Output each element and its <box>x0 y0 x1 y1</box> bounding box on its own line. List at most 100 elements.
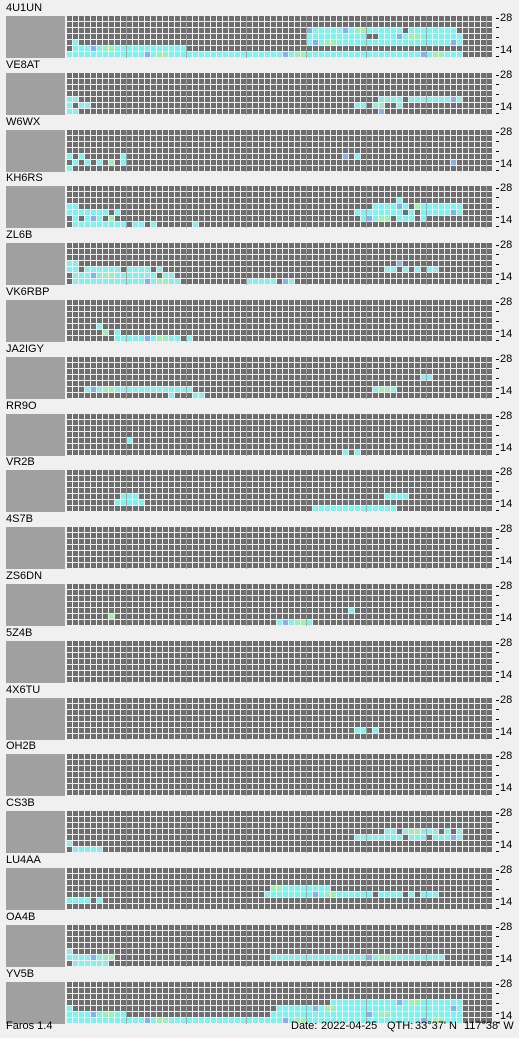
signal-slot <box>109 222 114 227</box>
signal-slot <box>337 210 342 215</box>
signal-slot <box>67 103 72 108</box>
signal-slot <box>397 222 402 227</box>
signal-slot <box>439 255 444 260</box>
signal-slot <box>133 109 138 114</box>
signal-slot <box>187 28 192 33</box>
signal-slot <box>259 148 264 153</box>
signal-slot <box>433 160 438 165</box>
signal-slot <box>463 192 468 197</box>
signal-slot <box>259 142 264 147</box>
signal-slot <box>151 91 156 96</box>
signal-slot <box>73 103 78 108</box>
signal-slot <box>205 16 210 21</box>
signal-slot <box>103 34 108 39</box>
signal-slot <box>295 216 300 221</box>
signal-slot <box>487 28 492 33</box>
signal-slot <box>355 210 360 215</box>
signal-slot <box>487 136 492 141</box>
signal-slot <box>79 166 84 171</box>
signal-slot <box>331 52 336 57</box>
signal-slot <box>391 16 396 21</box>
signal-slot <box>109 261 114 266</box>
signal-slot <box>433 222 438 227</box>
signal-slot <box>139 216 144 221</box>
signal-slot <box>109 46 114 51</box>
signal-slot <box>391 166 396 171</box>
signal-slot <box>379 91 384 96</box>
signal-slot <box>391 40 396 45</box>
signal-slot <box>307 85 312 90</box>
band-scale: 28 14 <box>496 16 518 58</box>
signal-slot <box>289 186 294 191</box>
signal-slot <box>379 22 384 27</box>
signal-slot <box>337 130 342 135</box>
signal-slot <box>445 216 450 221</box>
signal-slot <box>79 148 84 153</box>
signal-slot <box>397 97 402 102</box>
signal-slot <box>229 136 234 141</box>
signal-slot <box>187 204 192 209</box>
signal-slot <box>235 91 240 96</box>
signal-slot <box>205 40 210 45</box>
signal-slot <box>67 148 72 153</box>
signal-slot <box>385 79 390 84</box>
signal-slot <box>307 91 312 96</box>
signal-slot <box>385 192 390 197</box>
beacon-panel-4u1un: 4U1UN 28 14 <box>0 3 519 59</box>
signal-slot <box>169 261 174 266</box>
signal-slot <box>187 16 192 21</box>
signal-slot <box>271 91 276 96</box>
signal-slot <box>415 198 420 203</box>
signal-slot <box>325 22 330 27</box>
signal-slot <box>349 166 354 171</box>
signal-slot <box>175 103 180 108</box>
signal-slot <box>367 204 372 209</box>
signal-slot <box>487 16 492 21</box>
signal-slot <box>169 97 174 102</box>
signal-slot <box>73 46 78 51</box>
signal-slot <box>463 186 468 191</box>
signal-slot <box>265 142 270 147</box>
signal-slot <box>487 255 492 260</box>
signal-slot <box>223 160 228 165</box>
band-tick <box>496 217 499 218</box>
signal-slot <box>355 192 360 197</box>
signal-slot <box>127 148 132 153</box>
signal-slot <box>175 192 180 197</box>
signal-slot <box>487 97 492 102</box>
signal-slot <box>211 34 216 39</box>
beacon-callsign: 4U1UN <box>6 2 42 15</box>
signal-slot <box>415 103 420 108</box>
band-scale: 28 14 <box>496 73 518 115</box>
signal-slot <box>217 91 222 96</box>
signal-slot <box>199 204 204 209</box>
signal-slot <box>73 109 78 114</box>
hour-divider <box>486 130 487 172</box>
signal-slot <box>223 222 228 227</box>
signal-slot <box>397 142 402 147</box>
signal-slot <box>271 130 276 135</box>
signal-slot <box>487 103 492 108</box>
signal-slot <box>277 46 282 51</box>
signal-slot <box>85 192 90 197</box>
signal-slot <box>331 130 336 135</box>
signal-slot <box>187 85 192 90</box>
signal-slot <box>439 210 444 215</box>
signal-slot <box>169 130 174 135</box>
signal-slot <box>115 166 120 171</box>
signal-slot <box>91 192 96 197</box>
signal-slot <box>445 109 450 114</box>
signal-slot <box>325 136 330 141</box>
signal-slot <box>295 46 300 51</box>
signal-slot <box>391 160 396 165</box>
signal-slot <box>79 109 84 114</box>
signal-slot <box>259 79 264 84</box>
signal-slot <box>247 28 252 33</box>
band-tick <box>496 207 499 208</box>
signal-slot <box>163 216 168 221</box>
signal-slot <box>457 216 462 221</box>
hour-divider <box>486 73 487 115</box>
signal-slot <box>265 28 270 33</box>
signal-slot <box>253 130 258 135</box>
signal-slot <box>277 210 282 215</box>
